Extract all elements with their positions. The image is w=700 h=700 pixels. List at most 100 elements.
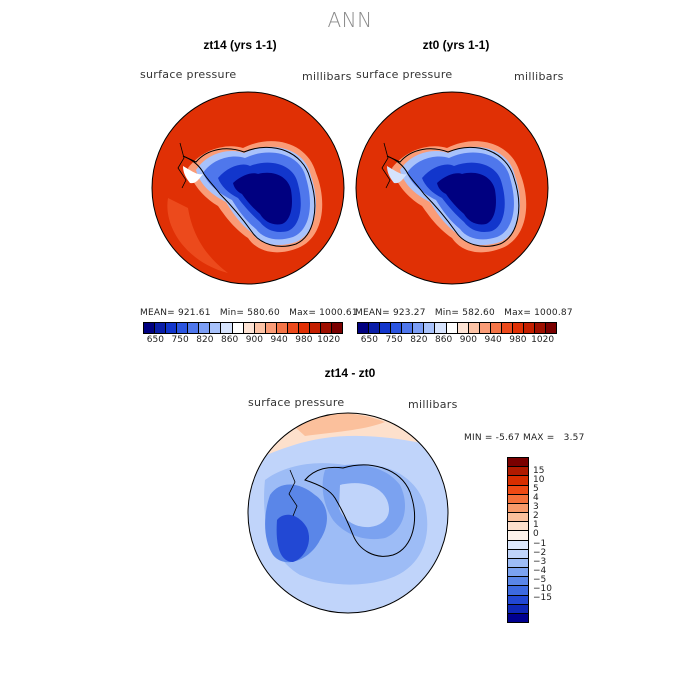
- colorbar-tick-label: −5: [533, 575, 547, 585]
- colorbar-swatch: [512, 323, 524, 333]
- colorbar-tick-label: 4: [533, 493, 539, 503]
- colorbar-swatch: [468, 323, 480, 333]
- panel-2-polar-map: [355, 91, 549, 285]
- colorbar-swatch: [508, 558, 528, 569]
- colorbar-tick-label: 900: [245, 335, 263, 345]
- colorbar-tick-label: 860: [435, 335, 453, 345]
- colorbar-swatch: [508, 540, 528, 550]
- colorbar-tick-label: 0: [533, 529, 539, 540]
- panel-2-mean: 923.27: [392, 308, 426, 318]
- panel-1-stats: MEAN= 921.61 Min= 580.60 Max= 1000.61: [140, 308, 358, 318]
- diff-max: 3.57: [563, 433, 585, 443]
- colorbar-tick-label: −15: [533, 593, 552, 604]
- colorbar-tick-label: 750: [385, 335, 403, 345]
- panel-1-title: zt14 (yrs 1-1): [203, 38, 277, 52]
- colorbar-swatch: [508, 494, 528, 504]
- panel-2-title: zt0 (yrs 1-1): [422, 38, 490, 52]
- colorbar-tick-label: −2: [533, 547, 547, 558]
- colorbar-tick-label: 2: [533, 511, 539, 522]
- diff-colorbar: [507, 457, 529, 623]
- colorbar-swatch: [501, 323, 513, 333]
- colorbar-swatch: [309, 323, 321, 333]
- colorbar-swatch: [435, 323, 447, 333]
- diff-variable: surface pressure: [248, 396, 345, 409]
- colorbar-swatch: [508, 568, 528, 578]
- colorbar-swatch: [369, 323, 381, 333]
- colorbar-tick-label: 900: [459, 335, 477, 345]
- colorbar-swatch: [243, 323, 255, 333]
- panel-2-max-label: Max=: [504, 308, 532, 318]
- colorbar-tick-label: 1020: [531, 335, 555, 345]
- colorbar-swatch: [221, 323, 233, 333]
- diff-min: -5.67: [495, 433, 520, 443]
- colorbar-tick-label: 650: [146, 335, 164, 345]
- colorbar-swatch: [232, 323, 244, 333]
- colorbar-swatch: [391, 323, 403, 333]
- colorbar-swatch: [332, 323, 343, 333]
- panel-2-min: 582.60: [462, 308, 495, 318]
- colorbar-swatch: [210, 323, 222, 333]
- colorbar-swatch: [479, 323, 491, 333]
- colorbar-swatch: [457, 323, 469, 333]
- colorbar-swatch: [508, 613, 528, 623]
- colorbar-tick-label: 940: [484, 335, 502, 345]
- colorbar-swatch: [321, 323, 333, 333]
- panel-2-colorbar: [357, 322, 557, 334]
- colorbar-tick-label: 1: [533, 520, 539, 531]
- colorbar-tick-label: 15: [533, 465, 545, 476]
- colorbar-tick-label: 980: [509, 335, 527, 345]
- panel-2-stats: MEAN= 923.27 Min= 582.60 Max= 1000.87: [355, 308, 573, 318]
- diff-units: millibars: [408, 398, 458, 411]
- colorbar-tick-label: 980: [295, 335, 313, 345]
- colorbar-swatch: [508, 604, 528, 614]
- colorbar-swatch: [254, 323, 266, 333]
- colorbar-tick-label: 820: [410, 335, 428, 345]
- colorbar-swatch: [508, 522, 528, 532]
- colorbar-tick-label: 650: [360, 335, 378, 345]
- panel-1-max-label: Max=: [289, 308, 317, 318]
- diff-colorbar-ticks: 15 10 5 4 3 2 1 0 −1 −2 −3 −4 −5 −10 −15: [533, 457, 573, 621]
- colorbar-swatch: [358, 323, 370, 333]
- panel-1-units: millibars: [302, 70, 352, 83]
- colorbar-tick-label: 860: [221, 335, 239, 345]
- panel-2-mean-label: MEAN=: [355, 308, 390, 318]
- panel-2-variable: surface pressure: [356, 68, 453, 81]
- colorbar-swatch: [144, 323, 156, 333]
- colorbar-swatch: [508, 595, 528, 605]
- panel-2-max: 1000.87: [534, 308, 573, 318]
- colorbar-swatch: [508, 549, 528, 559]
- colorbar-swatch: [508, 467, 528, 477]
- colorbar-swatch: [508, 577, 528, 587]
- colorbar-swatch: [546, 323, 557, 333]
- colorbar-tick-label: 5: [533, 483, 539, 494]
- colorbar-tick-label: 750: [171, 335, 189, 345]
- colorbar-swatch: [508, 476, 528, 486]
- diff-stats: MIN = -5.67 MAX = 3.57: [464, 433, 585, 443]
- colorbar-tick-label: −10: [533, 584, 552, 595]
- panel-1-variable: surface pressure: [140, 68, 237, 81]
- colorbar-swatch: [508, 586, 528, 596]
- colorbar-swatch: [490, 323, 502, 333]
- diff-max-label: MAX =: [522, 433, 555, 443]
- colorbar-tick-label: −4: [533, 565, 547, 576]
- colorbar-swatch: [508, 485, 528, 495]
- colorbar-swatch: [287, 323, 299, 333]
- panel-1-polar-map: [151, 91, 345, 285]
- colorbar-tick-label: 10: [533, 474, 545, 485]
- main-title: ANN: [327, 8, 373, 32]
- colorbar-tick-label: −3: [533, 556, 547, 567]
- colorbar-tick-label: 3: [533, 502, 539, 513]
- colorbar-swatch: [446, 323, 458, 333]
- colorbar-swatch: [508, 458, 528, 468]
- colorbar-swatch: [508, 531, 528, 541]
- colorbar-swatch: [402, 323, 414, 333]
- diff-title: zt14 - zt0: [324, 366, 376, 380]
- panel-2-units: millibars: [514, 70, 564, 83]
- panel-1-mean: 921.61: [177, 308, 211, 318]
- colorbar-swatch: [508, 503, 528, 514]
- colorbar-swatch: [535, 323, 547, 333]
- colorbar-swatch: [523, 323, 535, 333]
- colorbar-swatch: [177, 323, 189, 333]
- colorbar-swatch: [508, 513, 528, 523]
- colorbar-swatch: [298, 323, 310, 333]
